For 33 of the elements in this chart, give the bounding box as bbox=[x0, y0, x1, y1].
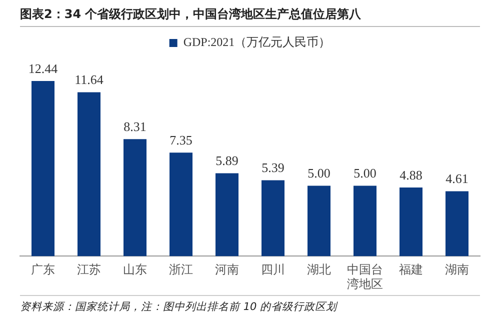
bar bbox=[32, 80, 54, 256]
data-label: 8.31 bbox=[124, 119, 146, 134]
x-tick-label: 河南 bbox=[215, 262, 239, 277]
bar bbox=[308, 186, 330, 256]
bar bbox=[446, 191, 468, 256]
x-tick-label: 江苏 bbox=[77, 262, 101, 277]
data-label: 5.39 bbox=[262, 160, 284, 176]
bar bbox=[262, 180, 284, 256]
x-tick-label: 广东 bbox=[31, 262, 55, 277]
x-tick-label: 湖南 bbox=[445, 262, 469, 277]
bar bbox=[78, 92, 100, 256]
data-label: 5.00 bbox=[354, 166, 376, 181]
data-label: 11.64 bbox=[74, 72, 104, 88]
bar bbox=[124, 139, 146, 256]
data-label: 4.88 bbox=[400, 167, 422, 182]
data-label: 12.44 bbox=[28, 60, 58, 76]
bar bbox=[216, 173, 238, 256]
x-tick-label: 山东 bbox=[123, 262, 147, 277]
data-label: 5.89 bbox=[216, 153, 238, 168]
x-tick-label: 福建 bbox=[399, 262, 423, 277]
legend-label: GDP:2021（万亿元人民币） bbox=[183, 35, 331, 50]
text: 资料来源：国家统计局，注：图中列出排名前 10 的省级行政区划 bbox=[20, 300, 339, 314]
bar bbox=[400, 187, 422, 256]
data-label: 7.35 bbox=[170, 132, 192, 148]
x-tick-label: 中国台湾地区 bbox=[347, 262, 383, 291]
data-label: 4.61 bbox=[446, 171, 468, 186]
bar bbox=[170, 152, 192, 256]
x-tick-label: 湖北 bbox=[307, 262, 331, 277]
chart-title: 图表2：34 个省级行政区划中，中国台湾地区生产总值位居第八 bbox=[20, 6, 480, 27]
data-label: 5.00 bbox=[308, 166, 330, 181]
x-tick-label: 四川 bbox=[261, 262, 285, 277]
x-tick-label: 浙江 bbox=[169, 262, 193, 277]
bar bbox=[354, 186, 376, 256]
